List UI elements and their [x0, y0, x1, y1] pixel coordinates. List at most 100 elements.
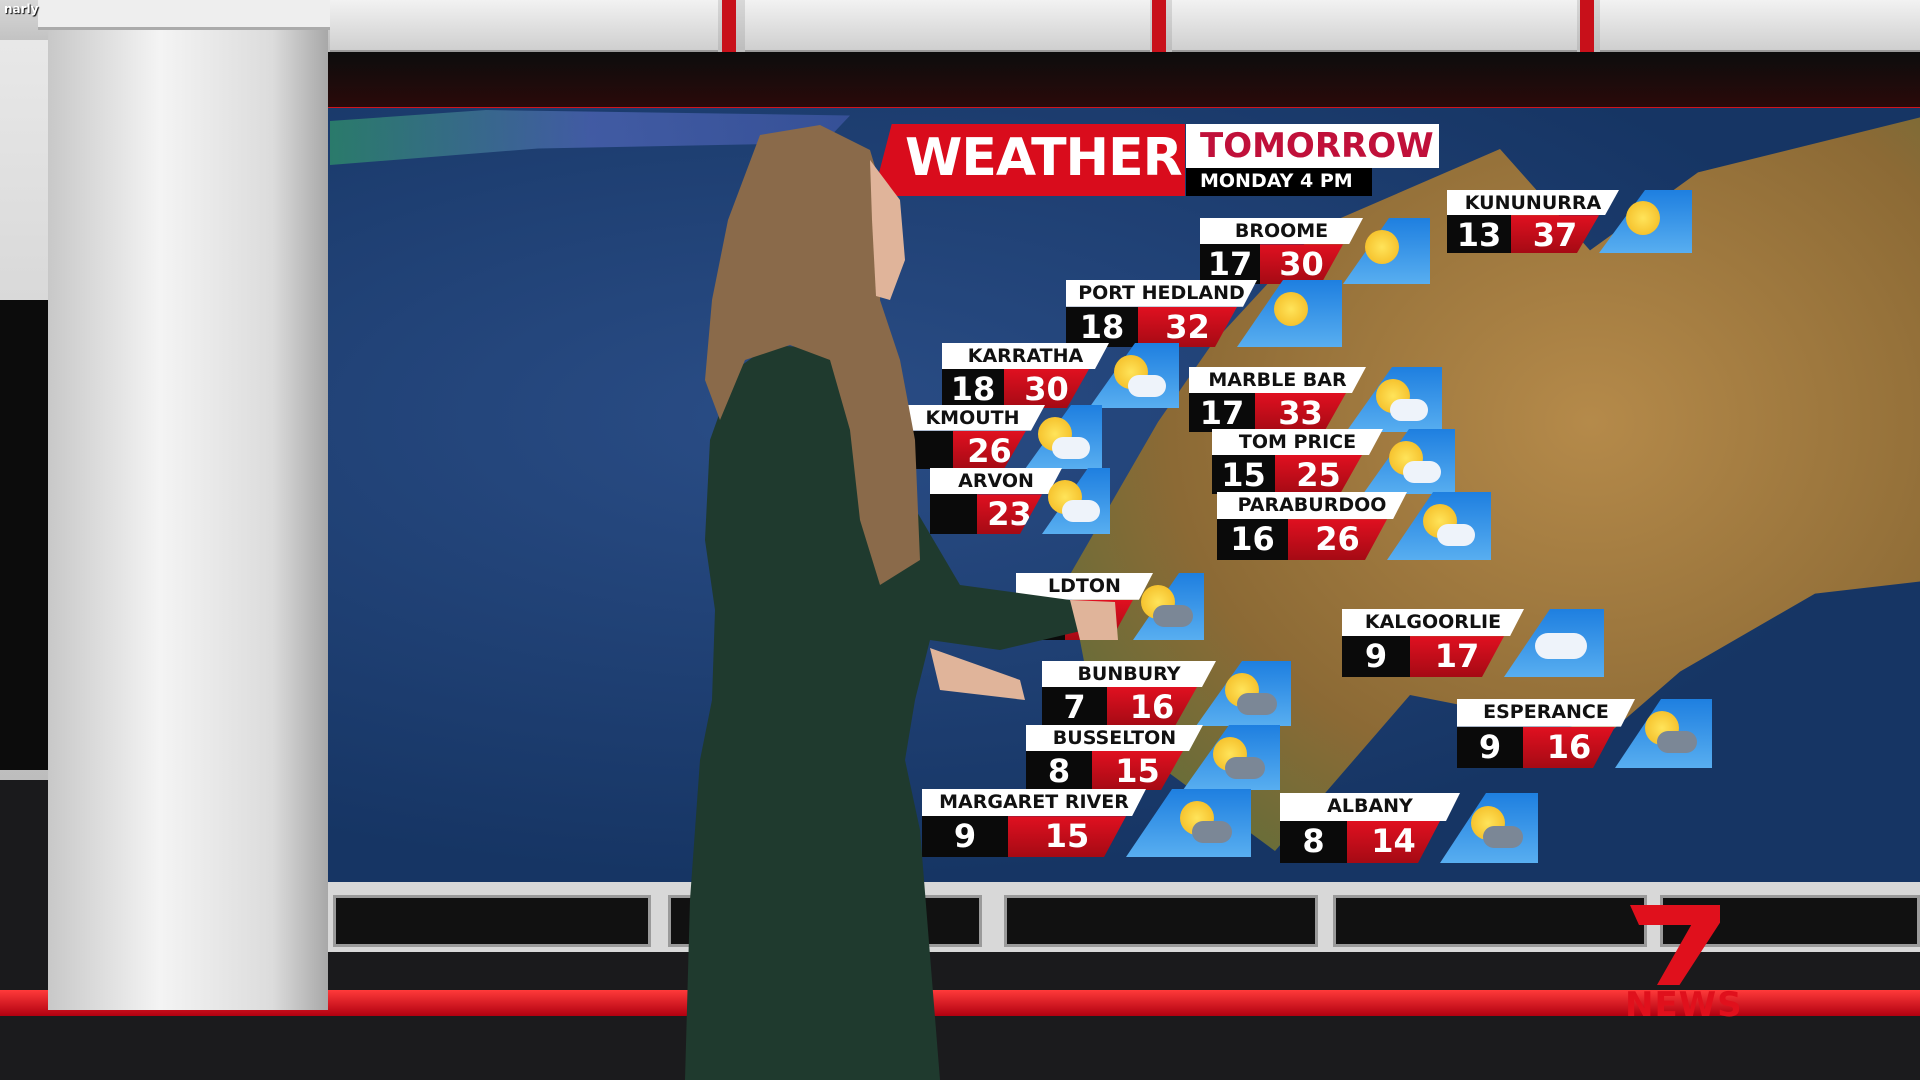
min-temp: 17: [1200, 244, 1260, 284]
sun-showers-icon: [1205, 735, 1266, 785]
partly-cloudy-icon: [1040, 478, 1100, 528]
max-temp: 25: [1275, 455, 1362, 494]
city-card-albany: ALBANY 8 14: [1280, 793, 1538, 863]
studio-panel: [330, 0, 718, 52]
min-temp: 18: [1066, 306, 1138, 347]
city-card-esperance: ESPERANCE 9 16: [1457, 699, 1712, 768]
partly-cloudy-icon: [1030, 415, 1091, 465]
max-temp: 26: [1288, 519, 1387, 560]
max-temp: 16: [1523, 727, 1615, 768]
studio-left-dark: [0, 300, 52, 770]
city-name: KALGOORLIE: [1342, 609, 1524, 636]
max-temp: 33: [1255, 393, 1346, 432]
sunny-icon: [1357, 228, 1417, 278]
max-temp: 30: [1260, 244, 1343, 284]
studio-red-post: [722, 0, 736, 58]
max-temp: 14: [1347, 821, 1440, 863]
min-temp: 8: [1026, 751, 1092, 790]
max-temp: 16: [1107, 687, 1197, 726]
min-temp: 9: [1342, 636, 1410, 677]
studio-panel: [1600, 0, 1920, 52]
city-name: PARABURDOO: [1217, 492, 1407, 519]
city-name: KARRATHA: [942, 343, 1109, 369]
partly-cloudy-icon: [1368, 377, 1428, 427]
min-temp: 9: [1457, 726, 1523, 768]
weather-title-banner: [873, 124, 1185, 196]
sun-showers-icon: [1637, 709, 1698, 759]
tomorrow-label: TOMORROW: [1200, 126, 1434, 166]
max-temp: 23: [977, 494, 1042, 534]
city-card-kalgoorlie: KALGOORLIE 9 17: [1342, 609, 1604, 677]
watermark: narly: [4, 2, 39, 16]
city-name: PORT HEDLAND: [1066, 280, 1257, 307]
studio-pillar-cap: [38, 0, 330, 30]
sun-showers-icon: [1217, 671, 1277, 721]
studio-floor: [0, 1016, 1920, 1080]
city-card-karratha: KARRATHA 18 30: [942, 343, 1179, 408]
city-name: TOM PRICE: [1212, 429, 1383, 455]
partly-cloudy-icon: [1415, 502, 1476, 552]
sun-showers-icon: [1172, 799, 1233, 849]
max-temp: 32: [1138, 307, 1237, 347]
city-name: ALBANY: [1280, 793, 1460, 821]
city-card-kmouth: KMOUTH 26: [900, 405, 1102, 469]
screen-slot: [1004, 895, 1318, 947]
max-temp: [1065, 600, 1133, 640]
studio-panel: [745, 0, 1150, 52]
city-card-ldton: LDTON: [1016, 573, 1204, 640]
cloudy-icon: [1529, 619, 1589, 669]
screen-slot: [333, 895, 651, 947]
time-banner: [1186, 168, 1372, 196]
min-temp: 18: [942, 369, 1004, 408]
city-name: KMOUTH: [900, 405, 1045, 431]
studio-red-post: [1580, 0, 1594, 58]
city-name: BUNBURY: [1042, 661, 1216, 687]
sun-showers-icon: [1133, 583, 1194, 633]
studio-pillar: [48, 0, 328, 1010]
city-name: BUSSELTON: [1026, 725, 1203, 751]
city-name: MARBLE BAR: [1189, 367, 1366, 393]
max-temp: 30: [1004, 369, 1089, 408]
max-temp: 15: [1092, 751, 1183, 790]
city-name: ESPERANCE: [1457, 699, 1635, 727]
city-card-paraburdoo: PARABURDOO 16 26: [1217, 492, 1491, 560]
screen-slot: [668, 895, 982, 947]
partly-cloudy-icon: [1106, 353, 1166, 403]
max-temp: 37: [1511, 215, 1599, 253]
city-card-port-hedland: PORT HEDLAND 18 32: [1066, 280, 1342, 347]
city-name: KUNUNURRA: [1447, 190, 1619, 215]
max-temp: 17: [1410, 636, 1504, 677]
max-temp: 15: [1008, 816, 1126, 857]
city-card-broome: BROOME 17 30: [1200, 218, 1430, 284]
min-temp: [1016, 599, 1065, 640]
min-temp: [930, 494, 977, 534]
city-card-margaret-river: MARGARET RIVER 9 15: [922, 789, 1251, 857]
news-logo-text: NEWS: [1625, 985, 1743, 1025]
min-temp: 15: [1212, 455, 1275, 494]
studio-panel: [1172, 0, 1577, 52]
max-temp: 26: [953, 431, 1026, 469]
sunny-icon: [1618, 199, 1678, 249]
partly-cloudy-icon: [1381, 439, 1442, 489]
min-temp: 7: [1042, 687, 1107, 726]
min-temp: 9: [922, 816, 1008, 857]
weather-title: WEATHER: [905, 128, 1183, 188]
city-name: MARGARET RIVER: [922, 789, 1146, 816]
min-temp: 16: [1217, 519, 1288, 560]
city-card-marble-bar: MARBLE BAR 17 33: [1189, 367, 1442, 432]
city-card-kununurra: KUNUNURRA 13 37: [1447, 190, 1692, 254]
sunny-icon: [1266, 290, 1326, 340]
min-temp: 13: [1447, 215, 1511, 254]
city-card-bunbury: BUNBURY 7 16: [1042, 661, 1291, 726]
city-card-busselton: BUSSELTON 8 15: [1026, 725, 1280, 790]
min-temp: 8: [1280, 821, 1347, 863]
city-card-arvon: ARVON 23: [930, 468, 1110, 534]
city-card-tom-price: TOM PRICE 15 25: [1212, 429, 1455, 494]
min-temp: 17: [1189, 393, 1255, 432]
studio-red-post: [1152, 0, 1166, 58]
forecast-time: MONDAY 4 PM: [1200, 170, 1353, 192]
screen-slot: [1333, 895, 1647, 947]
screen-frame: [318, 52, 1920, 112]
sun-showers-icon: [1463, 804, 1524, 854]
tomorrow-banner: [1186, 124, 1439, 168]
